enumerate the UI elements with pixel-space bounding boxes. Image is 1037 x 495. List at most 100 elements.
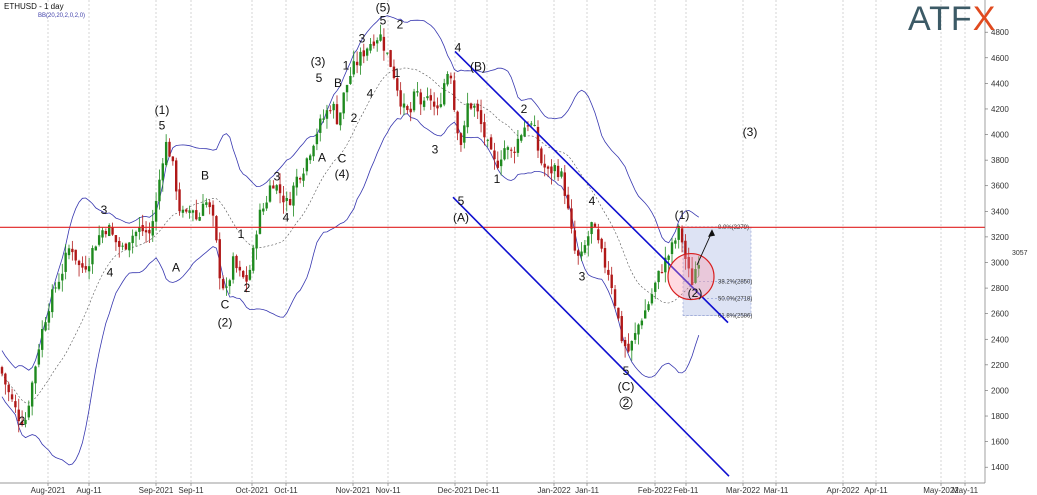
wave-label: B: [201, 168, 209, 182]
bear-candle: [479, 110, 483, 125]
bear-candle: [392, 66, 396, 79]
bear-candle: [627, 343, 630, 352]
bear-candle: [81, 263, 84, 268]
bull-candle: [61, 273, 64, 281]
date-tick-label: Feb-11: [674, 486, 699, 495]
bull-candle: [268, 185, 272, 202]
bear-candle: [355, 61, 359, 66]
date-tick-label: Nov-11: [375, 486, 401, 495]
wave-label: 2: [397, 17, 404, 31]
date-tick-label: Mar-2022: [726, 486, 761, 495]
price-tick-label: 2200: [991, 361, 1009, 370]
bull-candle: [27, 405, 30, 418]
bear-candle: [17, 409, 20, 422]
bear-candle: [570, 208, 573, 229]
bull-candle: [94, 246, 97, 251]
wave-label: (C): [618, 379, 635, 393]
bear-candle: [7, 384, 10, 393]
bear-candle: [71, 248, 74, 253]
wave-label: 2: [351, 111, 358, 125]
wave-label: 3: [274, 170, 281, 184]
bear-candle: [600, 238, 603, 249]
price-tick-label: 4600: [991, 54, 1009, 63]
bull-candle: [312, 145, 315, 157]
bull-candle: [560, 171, 563, 177]
bear-candle: [0, 367, 4, 374]
price-tick-label: 1600: [991, 438, 1009, 447]
bull-candle: [181, 209, 185, 213]
bear-candle: [469, 103, 473, 109]
bear-candle: [282, 195, 285, 203]
bear-candle: [660, 272, 664, 274]
bull-candle: [255, 234, 258, 249]
bull-candle: [205, 202, 208, 205]
bear-candle: [593, 223, 597, 227]
price-tick-label: 3200: [991, 233, 1009, 242]
fib-level-label: 61.8%(2586): [718, 313, 752, 319]
bull-candle: [463, 125, 466, 143]
symbol-label: ETHUSD - 1 day: [4, 2, 64, 11]
bull-candle: [228, 280, 231, 287]
wave-label: 1: [238, 227, 245, 241]
fib-level-label: 38.2%(2850): [718, 280, 752, 286]
bear-candle: [74, 249, 77, 261]
bull-candle: [319, 118, 322, 133]
bull-candle: [305, 158, 309, 172]
bear-candle: [148, 229, 151, 234]
trend-lines: [0, 50, 985, 477]
bull-candle: [426, 96, 429, 99]
bull-candle: [697, 265, 700, 269]
bear-candle: [406, 106, 409, 111]
bull-candle: [637, 324, 640, 335]
bull-candle: [674, 240, 677, 244]
bull-candle: [151, 221, 154, 236]
bull-candle: [339, 112, 342, 126]
bull-candle: [54, 287, 57, 289]
grid-lines: [47, 0, 966, 483]
bull-candle: [57, 281, 61, 289]
wave-label: C: [221, 298, 230, 312]
wave-label: 1: [343, 58, 350, 72]
fib-level-label: 50.0%(2718): [718, 297, 752, 303]
wave-label: 5: [159, 118, 166, 132]
bull-candle: [670, 242, 674, 255]
bull-candle: [302, 173, 305, 181]
candles: [0, 24, 700, 433]
bull-candle: [647, 304, 650, 311]
bull-candle: [503, 148, 506, 160]
bear-candle: [684, 240, 687, 259]
bull-candle: [402, 103, 406, 108]
price-tick-label: 1400: [991, 463, 1009, 472]
wave-label: 3: [101, 203, 108, 217]
bear-candle: [171, 156, 175, 162]
bull-candle: [108, 225, 111, 237]
bear-candle: [573, 230, 577, 251]
bull-candle: [161, 163, 164, 181]
bear-candle: [335, 104, 339, 125]
wave-label: 4: [455, 40, 462, 54]
bear-candle: [510, 149, 513, 151]
bull-candle: [231, 256, 235, 280]
price-tick-label: 1800: [991, 412, 1009, 421]
bull-candle: [533, 124, 536, 126]
price-tick-label: 4800: [991, 28, 1009, 37]
bull-candle: [640, 320, 644, 326]
indicator-label: BB(20,20,2,0,2,0): [38, 13, 86, 19]
bear-candle: [362, 50, 365, 57]
bull-candle: [379, 34, 382, 41]
wave-label: 3: [579, 269, 586, 283]
bull-candle: [51, 289, 54, 313]
bull-candle: [44, 322, 47, 331]
date-tick-label: Jan-2022: [537, 486, 571, 495]
last-price-label: 3057: [1012, 250, 1028, 257]
bull-candle: [644, 310, 647, 319]
bear-candle: [245, 274, 248, 282]
bear-candle: [597, 229, 600, 241]
bear-candle: [409, 108, 412, 113]
bear-candle: [211, 204, 215, 216]
bear-candle: [620, 316, 623, 342]
bull-candle: [158, 179, 161, 202]
date-tick-label: Oct-11: [274, 486, 298, 495]
bull-candle: [322, 118, 325, 120]
bull-candle: [587, 236, 590, 246]
